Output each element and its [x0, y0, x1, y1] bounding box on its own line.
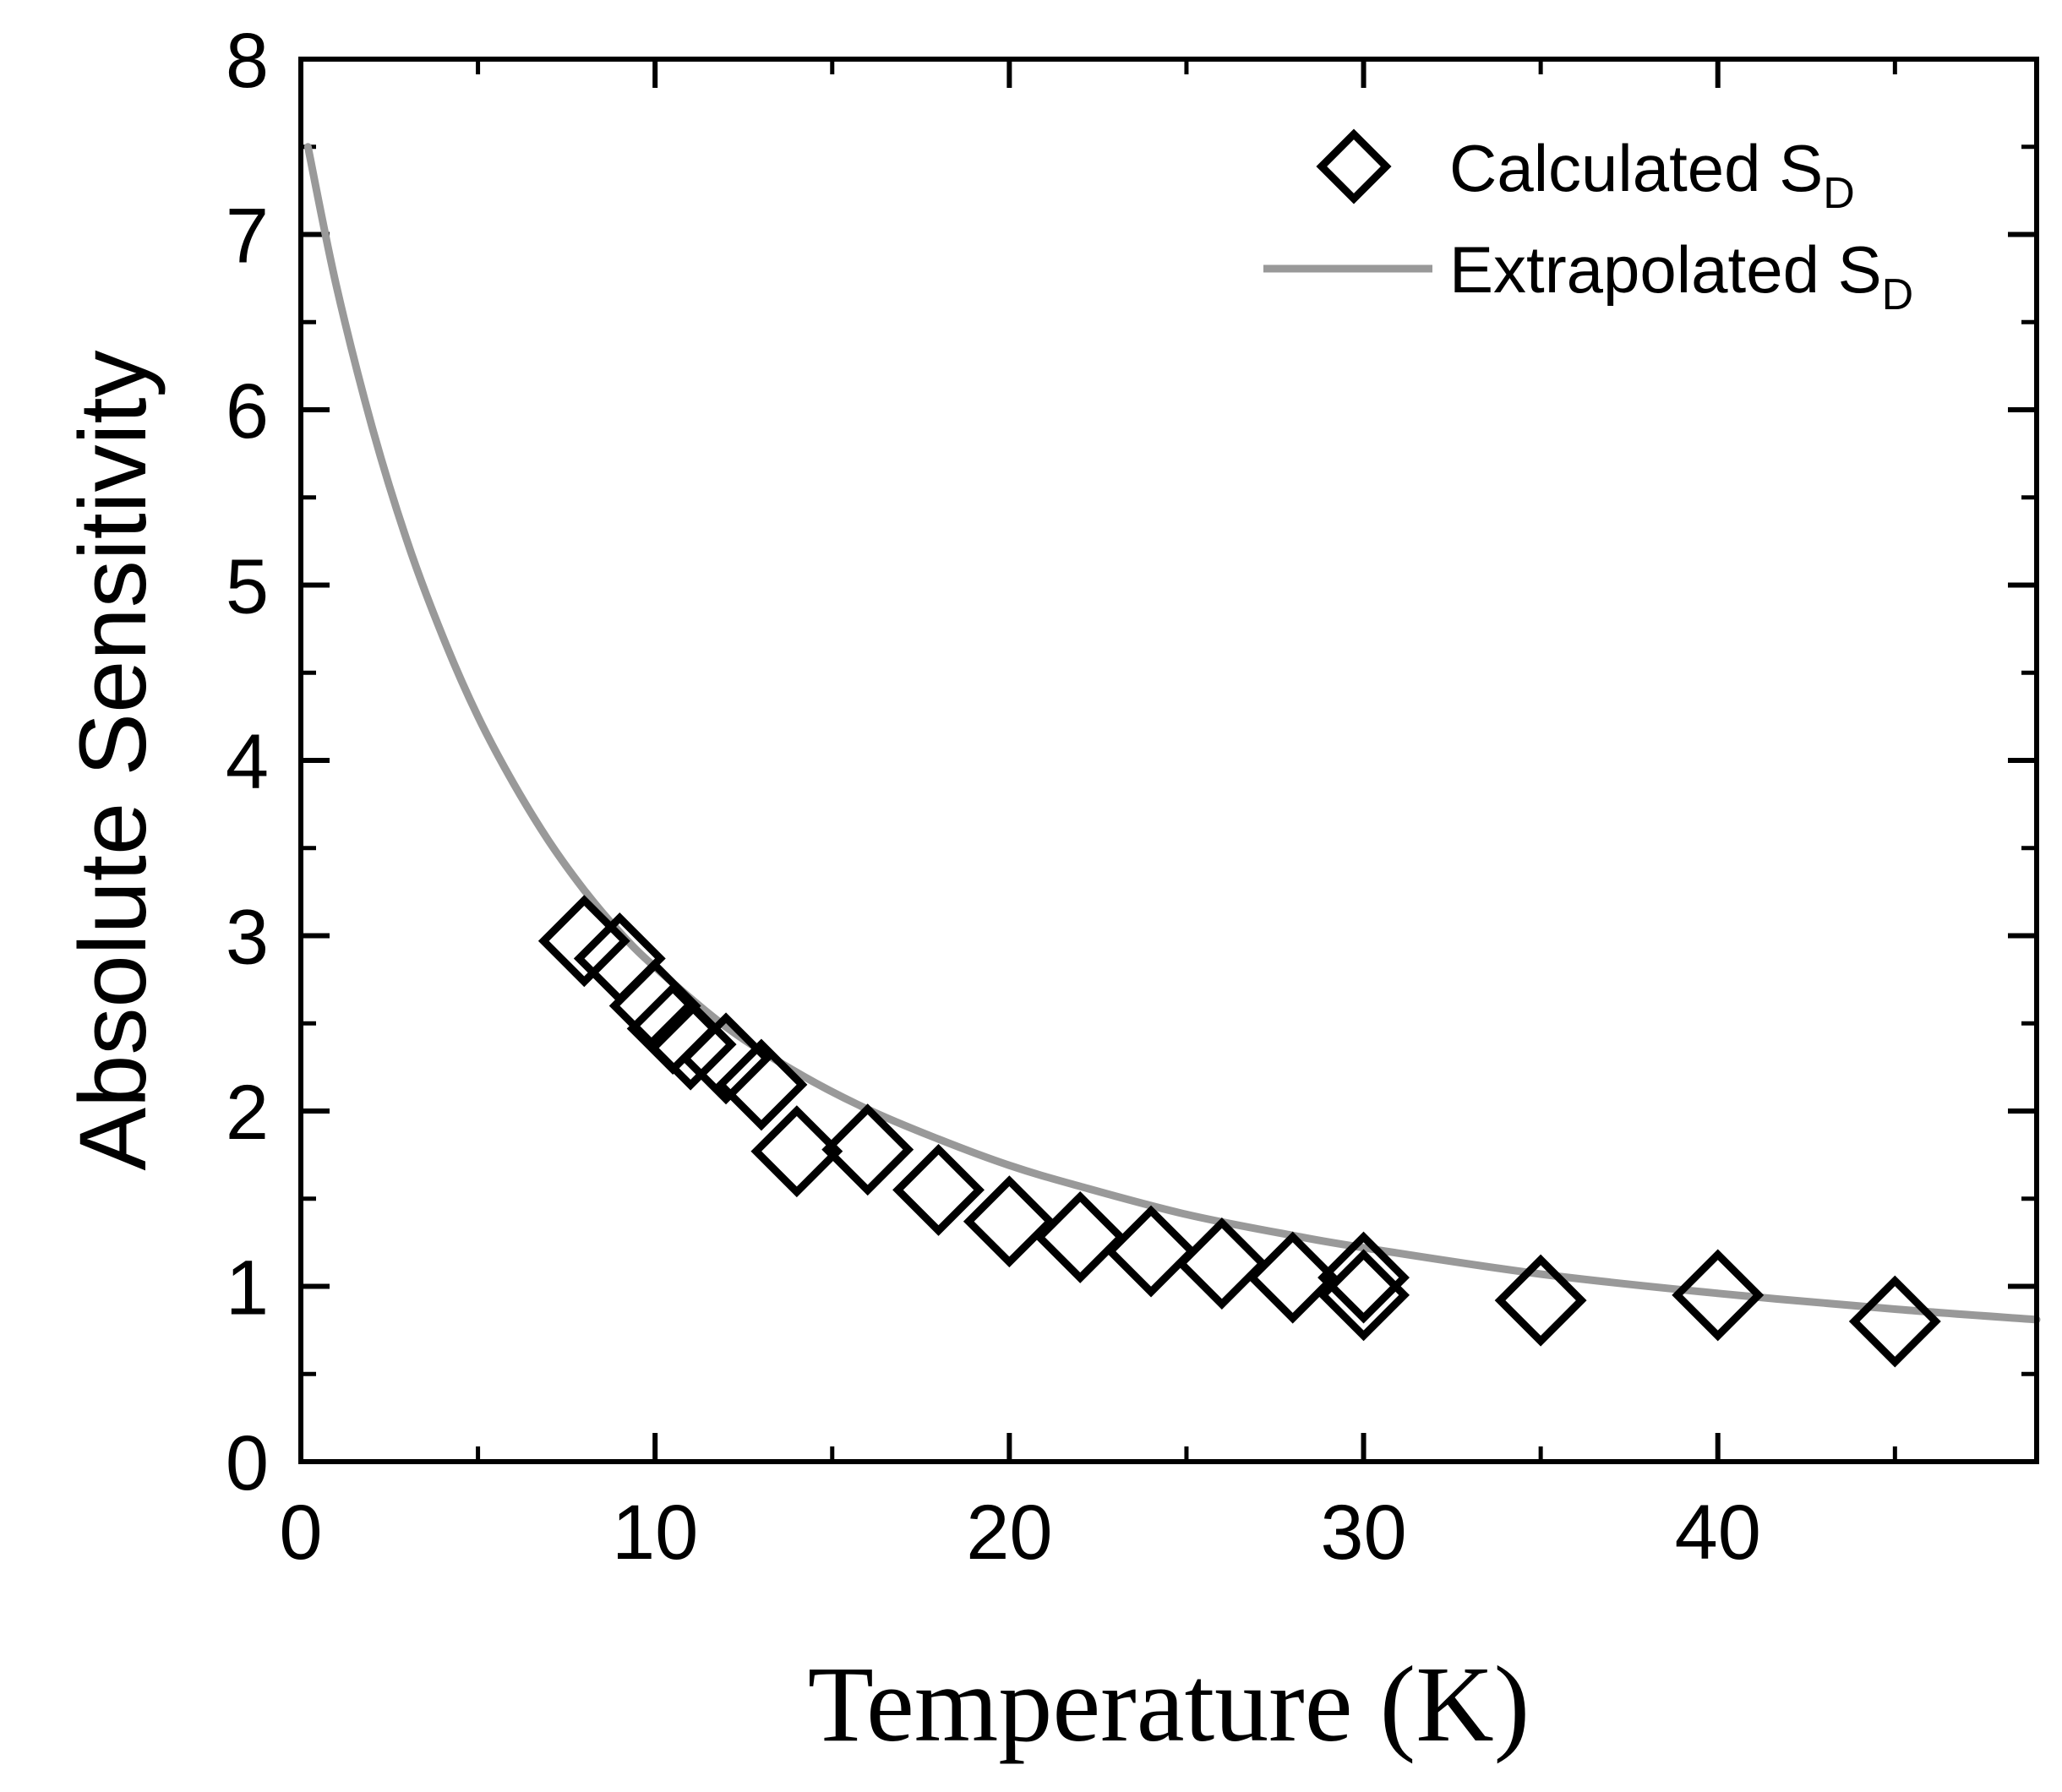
- tick-labels: 0 10 20 30 40 0 1 2 3 4 5 6 7 8: [226, 18, 1761, 1576]
- data-point-diamond: [1848, 1275, 1941, 1368]
- x-tick-label: 0: [279, 1490, 322, 1576]
- y-tick-label: 3: [226, 895, 269, 981]
- data-point-diamond: [821, 1103, 914, 1196]
- data-point-diamond: [750, 1105, 843, 1198]
- x-tick-label: 10: [612, 1490, 698, 1576]
- data-point-diamond: [1176, 1217, 1268, 1310]
- calculated-sd-points: [537, 895, 1941, 1368]
- x-tick-label: 30: [1320, 1490, 1406, 1576]
- data-point-diamond: [1317, 1231, 1410, 1324]
- legend-label-extrapolated-main: Extrapolated S: [1449, 232, 1882, 307]
- plot-frame: [298, 57, 2039, 1464]
- y-axis-label: Absolute Sensitivity: [60, 350, 166, 1170]
- extrapolated-sd-line: [303, 143, 2041, 1324]
- legend-label-calculated: Calculated SD: [1449, 131, 1855, 218]
- data-point-diamond: [1494, 1254, 1587, 1347]
- data-point-diamond: [1034, 1190, 1126, 1283]
- data-point-diamond: [644, 998, 737, 1091]
- y-tick-label: 8: [226, 18, 269, 104]
- y-tick-label: 4: [226, 719, 269, 805]
- y-tick-label: 1: [226, 1245, 269, 1332]
- y-tick-label: 0: [226, 1420, 269, 1506]
- x-tick-label: 40: [1675, 1490, 1761, 1576]
- legend-label-calculated-main: Calculated S: [1449, 131, 1823, 205]
- legend-label-extrapolated-sub: D: [1882, 270, 1914, 319]
- data-point-diamond: [1317, 1249, 1410, 1342]
- legend-marker-diamond: [1316, 128, 1392, 204]
- x-tick-label: 20: [966, 1490, 1052, 1576]
- legend: Calculated SD Extrapolated SD: [1263, 128, 1913, 319]
- legend-label-calculated-sub: D: [1823, 169, 1855, 218]
- data-point-diamond: [963, 1175, 1056, 1268]
- y-tick-label: 2: [226, 1070, 269, 1156]
- data-point-diamond: [1246, 1231, 1339, 1324]
- data-point-diamond: [1672, 1249, 1765, 1342]
- data-point-diamond: [715, 1038, 808, 1131]
- y-tick-label: 5: [226, 544, 269, 630]
- data-point-diamond: [892, 1143, 985, 1236]
- legend-label-extrapolated: Extrapolated SD: [1449, 232, 1913, 319]
- y-tick-label: 6: [226, 368, 269, 455]
- x-axis-label: Temperature (K): [808, 1644, 1530, 1764]
- y-tick-label: 7: [226, 193, 269, 280]
- data-point-diamond: [1105, 1205, 1197, 1298]
- data-point-diamond: [679, 1012, 772, 1105]
- data-point-diamond: [537, 895, 630, 988]
